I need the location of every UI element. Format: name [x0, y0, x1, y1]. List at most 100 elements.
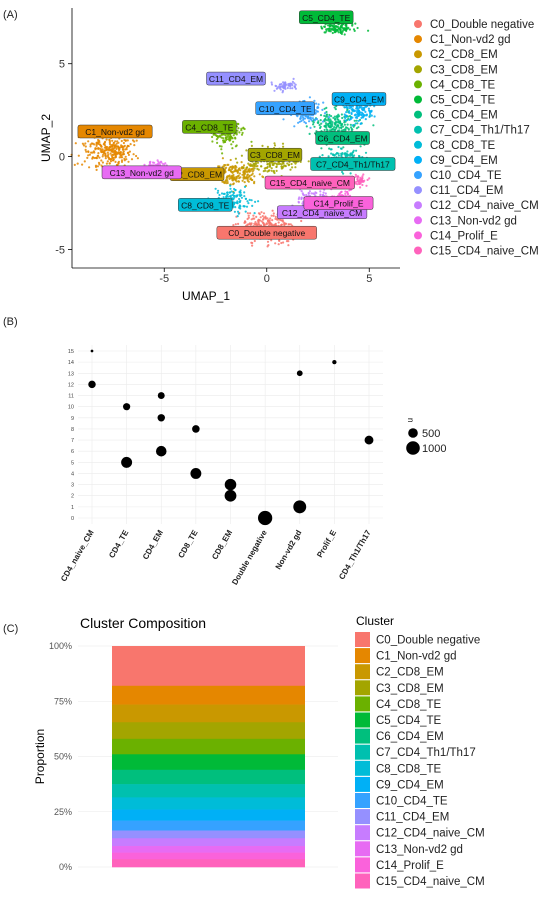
umap-point — [337, 31, 340, 34]
umap-label-text: C3_CD8_EM — [250, 150, 300, 160]
umap-point — [346, 154, 349, 158]
umap-point — [102, 151, 105, 154]
umap-point — [99, 143, 102, 146]
umap-point — [299, 115, 302, 118]
umap-point — [242, 205, 245, 208]
umap-point — [359, 145, 362, 148]
composition-segment — [112, 830, 305, 839]
umap-point — [369, 113, 372, 116]
umap-point — [325, 128, 328, 131]
umap-point — [230, 170, 233, 173]
umap-point — [328, 125, 331, 129]
umap-point — [123, 157, 126, 160]
umap-point — [367, 29, 370, 32]
umap-point — [348, 110, 351, 113]
umap-x-tick-label: 5 — [366, 273, 372, 285]
size-legend-title: n — [406, 418, 415, 422]
umap-point — [343, 123, 346, 126]
umap-point — [233, 194, 236, 197]
umap-point — [362, 113, 366, 117]
umap-point — [231, 179, 234, 182]
umap-point — [263, 167, 266, 170]
umap-point — [300, 197, 303, 201]
umap-point — [232, 165, 235, 168]
umap-point — [223, 140, 226, 144]
umap-point — [365, 113, 368, 116]
umap-point — [322, 191, 325, 194]
umap-point — [320, 147, 323, 150]
umap-point — [270, 169, 273, 172]
umap-x-tick-label: -5 — [159, 273, 169, 285]
umap-point — [313, 125, 316, 128]
umap-point — [133, 144, 136, 147]
umap-point — [156, 159, 159, 162]
umap-point — [327, 155, 330, 158]
composition-legend-label: C10_CD4_TE — [376, 796, 448, 808]
umap-point — [283, 85, 286, 88]
umap-point — [124, 148, 127, 151]
umap-point — [236, 171, 239, 174]
umap-point — [344, 126, 348, 129]
size-legend-label: 500 — [422, 428, 440, 440]
legend-label: C7_CD4_Th1/Th17 — [430, 125, 530, 137]
umap-point — [241, 179, 244, 182]
umap-point — [243, 185, 247, 188]
umap-point — [273, 171, 276, 175]
umap-point — [350, 153, 353, 157]
umap-point — [247, 214, 250, 217]
umap-point — [282, 145, 285, 148]
umap-point — [360, 178, 363, 181]
umap-point — [316, 106, 319, 109]
umap-point — [231, 147, 234, 150]
umap-point — [106, 160, 109, 163]
umap-point — [253, 222, 256, 225]
dot-y-tick-label: 9 — [71, 416, 74, 422]
umap-point — [341, 170, 344, 174]
umap-point — [316, 121, 319, 124]
umap-point — [321, 108, 324, 111]
composition-legend-label: C12_CD4_naive_CM — [376, 828, 485, 840]
umap-point — [274, 215, 277, 218]
composition-legend-label: C5_CD4_TE — [376, 715, 442, 727]
umap-point — [255, 215, 258, 218]
umap-point — [87, 140, 90, 143]
panel-label-a: (A) — [3, 9, 18, 21]
dot-y-tick-label: 11 — [68, 394, 74, 400]
composition-segment — [112, 797, 305, 810]
dot-point — [293, 500, 307, 514]
umap-plot: C0_Double negative C1_Non-vd2 gd C2_CD8_EM… — [39, 8, 539, 303]
umap-point — [279, 88, 282, 91]
umap-point — [356, 26, 359, 30]
umap-point — [232, 201, 235, 204]
umap-point — [104, 152, 107, 156]
umap-legend-item: C12_CD4_naive_CM — [414, 200, 539, 212]
umap-point — [334, 27, 337, 30]
umap-point — [308, 190, 311, 193]
dot-y-tick-label: 14 — [68, 360, 74, 366]
umap-point — [314, 109, 317, 112]
umap-point — [257, 223, 260, 226]
umap-point — [348, 111, 351, 114]
umap-label-box — [77, 124, 153, 139]
umap-point — [120, 156, 123, 159]
umap-point — [340, 113, 343, 116]
legend-label: C6_CD4_EM — [430, 110, 498, 122]
composition-segment — [112, 685, 305, 705]
umap-point — [366, 178, 369, 181]
umap-point — [220, 192, 224, 195]
umap-point — [350, 111, 353, 114]
umap-point — [315, 191, 318, 195]
umap-point — [243, 170, 246, 173]
legend-swatch — [414, 231, 422, 240]
umap-point — [346, 150, 349, 153]
umap-point — [220, 136, 223, 139]
composition-legend-label: C11_CD4_EM — [376, 812, 449, 824]
composition-legend-item: C4_CD8_TE — [355, 696, 442, 712]
umap-point — [97, 161, 101, 164]
umap-point — [240, 194, 243, 197]
umap-point — [258, 173, 261, 176]
umap-point — [243, 181, 246, 184]
umap-point — [112, 141, 116, 144]
umap-point — [232, 134, 235, 137]
umap-point — [346, 190, 349, 193]
